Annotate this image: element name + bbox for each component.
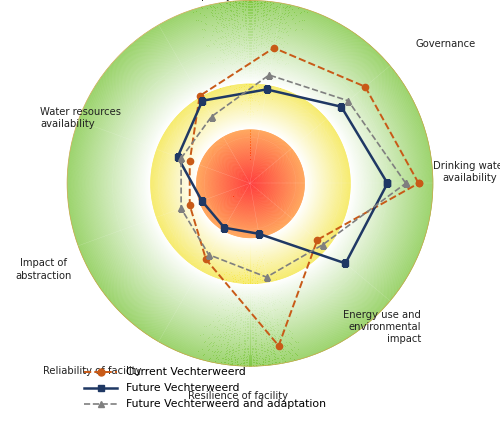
Text: Drinking water
availability: Drinking water availability bbox=[433, 161, 500, 183]
Text: Governance: Governance bbox=[416, 39, 476, 49]
Legend: Current Vechterweerd, Future Vechterweerd, Future Vechterweerd and adaptation: Current Vechterweerd, Future Vechterweer… bbox=[84, 367, 326, 409]
Text: Reliability of facility: Reliability of facility bbox=[44, 366, 142, 375]
Text: Resilience of facility: Resilience of facility bbox=[188, 391, 288, 401]
Text: Impact of
abstraction: Impact of abstraction bbox=[15, 258, 72, 281]
Text: Energy use and
environmental
impact: Energy use and environmental impact bbox=[344, 310, 421, 344]
Text: Raw water quality: Raw water quality bbox=[142, 0, 232, 1]
Text: Water resources
availability: Water resources availability bbox=[40, 107, 121, 129]
